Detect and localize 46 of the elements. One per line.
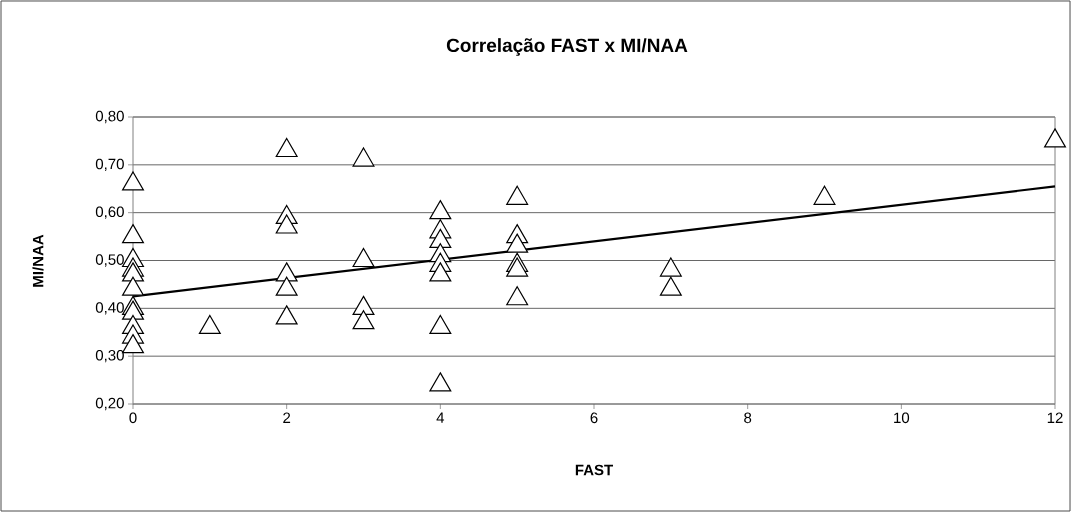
x-tick-label: 10 <box>894 412 910 424</box>
point <box>122 262 144 282</box>
point <box>275 137 298 158</box>
y-tick-label: 0,20 <box>95 397 124 411</box>
x-tick-label: 8 <box>744 412 752 424</box>
point <box>506 185 529 205</box>
y-tick-label: 0,30 <box>95 349 124 363</box>
y-tick-label: 0,40 <box>95 302 124 315</box>
point <box>275 305 298 325</box>
point <box>429 262 452 282</box>
x-tick-label: 4 <box>436 412 445 423</box>
point <box>429 372 452 392</box>
x-tick-label: 12 <box>1047 412 1063 423</box>
x-axis-title: FAST <box>575 464 614 476</box>
point <box>659 276 682 296</box>
x-tick-label: 2 <box>283 412 291 423</box>
point <box>275 214 298 234</box>
point <box>506 257 529 277</box>
point <box>429 314 452 335</box>
point <box>275 276 298 296</box>
point <box>352 247 375 268</box>
chart-title: Correlação FAST x MI/NAA <box>446 38 688 56</box>
point <box>122 300 144 320</box>
point <box>352 310 375 330</box>
point <box>122 334 144 354</box>
x-tick-label: 6 <box>590 412 598 424</box>
point <box>352 295 375 315</box>
point <box>429 200 452 220</box>
point <box>122 223 144 244</box>
point <box>122 171 144 191</box>
point <box>1044 128 1067 148</box>
y-tick-label: 0,50 <box>95 254 124 267</box>
point <box>198 314 221 335</box>
point <box>506 286 529 306</box>
point <box>659 257 682 277</box>
point <box>352 147 375 167</box>
y-tick-label: 0,70 <box>95 158 124 172</box>
x-tick-label: 0 <box>129 412 137 424</box>
point <box>122 276 144 296</box>
y-tick-label: 0,60 <box>95 206 124 219</box>
y-tick-label: 0,80 <box>95 110 124 124</box>
point <box>506 233 529 253</box>
point <box>429 228 452 248</box>
point <box>813 185 836 205</box>
y-axis-title: MI/NAA <box>32 234 44 287</box>
point <box>275 262 298 282</box>
